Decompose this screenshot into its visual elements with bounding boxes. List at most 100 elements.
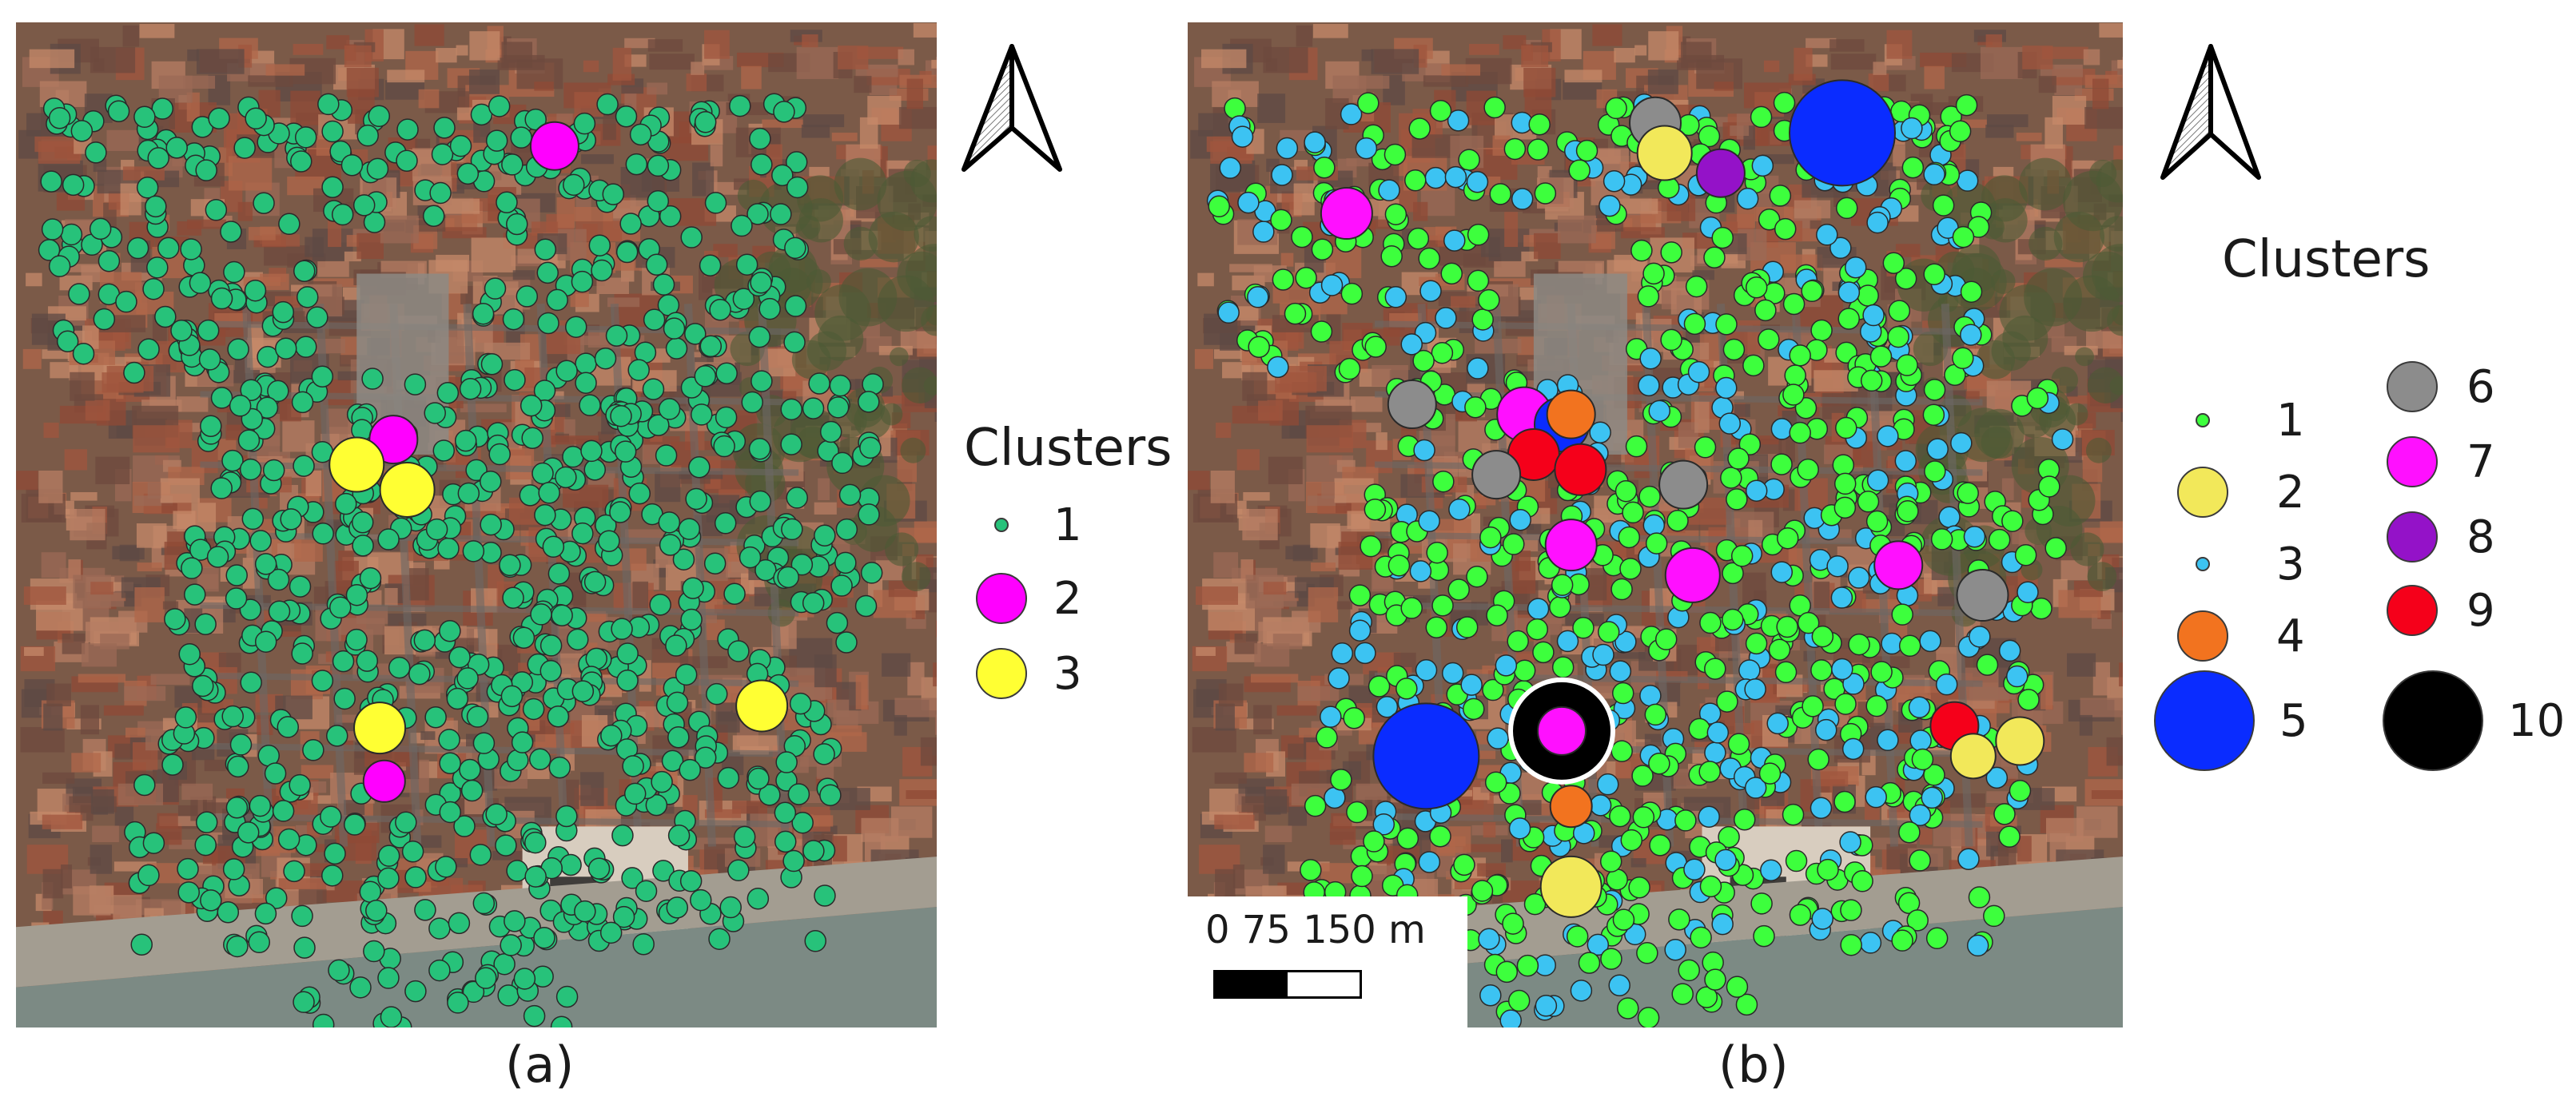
data-point [1745, 479, 1768, 502]
data-point [1694, 436, 1717, 459]
cluster-point [1664, 547, 1721, 603]
data-point [594, 347, 617, 370]
data-point [1733, 808, 1756, 831]
data-point [546, 288, 568, 312]
data-point [1444, 165, 1467, 189]
data-point [1384, 203, 1407, 225]
data-point [1271, 164, 1293, 186]
data-point [826, 396, 850, 419]
data-point [1816, 224, 1838, 246]
data-point [174, 706, 197, 729]
data-point [89, 217, 112, 240]
data-point [1425, 616, 1448, 639]
data-point [754, 558, 777, 582]
data-point [377, 967, 400, 989]
data-point [345, 628, 368, 651]
data-point [1448, 498, 1471, 521]
data-point [532, 462, 554, 485]
data-point [659, 534, 682, 556]
data-point [177, 857, 199, 880]
data-point [1284, 302, 1307, 325]
data-point [462, 540, 485, 562]
data-point [1922, 403, 1945, 426]
cluster-point [1549, 785, 1593, 829]
data-point [183, 583, 206, 606]
data-point [659, 205, 682, 228]
data-point [1865, 510, 1889, 533]
data-point [770, 203, 792, 225]
data-point [1447, 109, 1470, 132]
data-point [68, 283, 90, 305]
data-point [1698, 805, 1720, 828]
cluster-point [1695, 148, 1746, 198]
data-point [666, 896, 689, 919]
data-point [312, 1013, 335, 1027]
data-point [268, 600, 291, 623]
data-point [1664, 939, 1686, 961]
data-point [1750, 892, 1773, 915]
data-point [528, 748, 551, 771]
legend-swatch-icon [2387, 436, 2438, 487]
data-point [747, 767, 770, 790]
data-point [504, 368, 526, 392]
data-point [665, 337, 688, 360]
data-point [1671, 983, 1694, 1005]
legend-swatch-icon [2196, 557, 2210, 571]
data-point [1363, 830, 1385, 853]
data-point [530, 603, 552, 626]
data-point [331, 203, 354, 226]
data-point [1495, 960, 1519, 984]
data-point [780, 398, 802, 421]
data-point [751, 153, 773, 176]
data-point [1556, 630, 1579, 653]
data-point [289, 575, 312, 598]
data-point [1785, 849, 1808, 872]
data-point [1645, 532, 1668, 554]
cluster-point [1320, 187, 1373, 240]
data-point [732, 288, 755, 310]
data-point [830, 574, 853, 597]
data-point [408, 662, 431, 686]
data-point [1993, 803, 2016, 825]
data-point [240, 379, 262, 401]
data-point [1599, 850, 1622, 872]
data-point [210, 287, 233, 310]
data-point [1603, 169, 1626, 193]
data-point [1704, 741, 1726, 764]
data-point [860, 562, 883, 584]
data-point [237, 821, 260, 844]
data-point [170, 319, 193, 342]
data-point [555, 360, 578, 382]
data-point [352, 194, 376, 217]
data-point [1648, 399, 1671, 423]
data-point [363, 940, 385, 963]
data-point [1908, 696, 1931, 719]
data-point [523, 1004, 546, 1027]
data-point [1911, 748, 1934, 771]
scale-bar-graphic [1213, 970, 1362, 999]
data-point [706, 682, 728, 706]
data-point [1364, 499, 1387, 521]
data-point [1460, 674, 1483, 696]
data-point [1881, 632, 1903, 655]
data-point [217, 900, 240, 924]
data-point [1628, 876, 1650, 899]
data-point [1409, 560, 1432, 582]
data-point [1704, 658, 1726, 680]
data-point [1963, 525, 1986, 548]
data-point [1599, 194, 1621, 217]
cluster-point [1873, 540, 1924, 590]
data-point [1832, 454, 1855, 476]
data-point [704, 192, 727, 214]
data-point [291, 391, 314, 414]
data-point [1311, 238, 1334, 261]
data-point [727, 640, 750, 662]
data-point [1453, 853, 1475, 876]
cluster-point [1537, 706, 1587, 756]
data-point [502, 308, 525, 331]
data-point [1419, 280, 1442, 303]
data-point [293, 991, 315, 1013]
data-point [1842, 673, 1865, 695]
legend-swatch-icon [2196, 413, 2210, 427]
data-point [645, 793, 668, 817]
